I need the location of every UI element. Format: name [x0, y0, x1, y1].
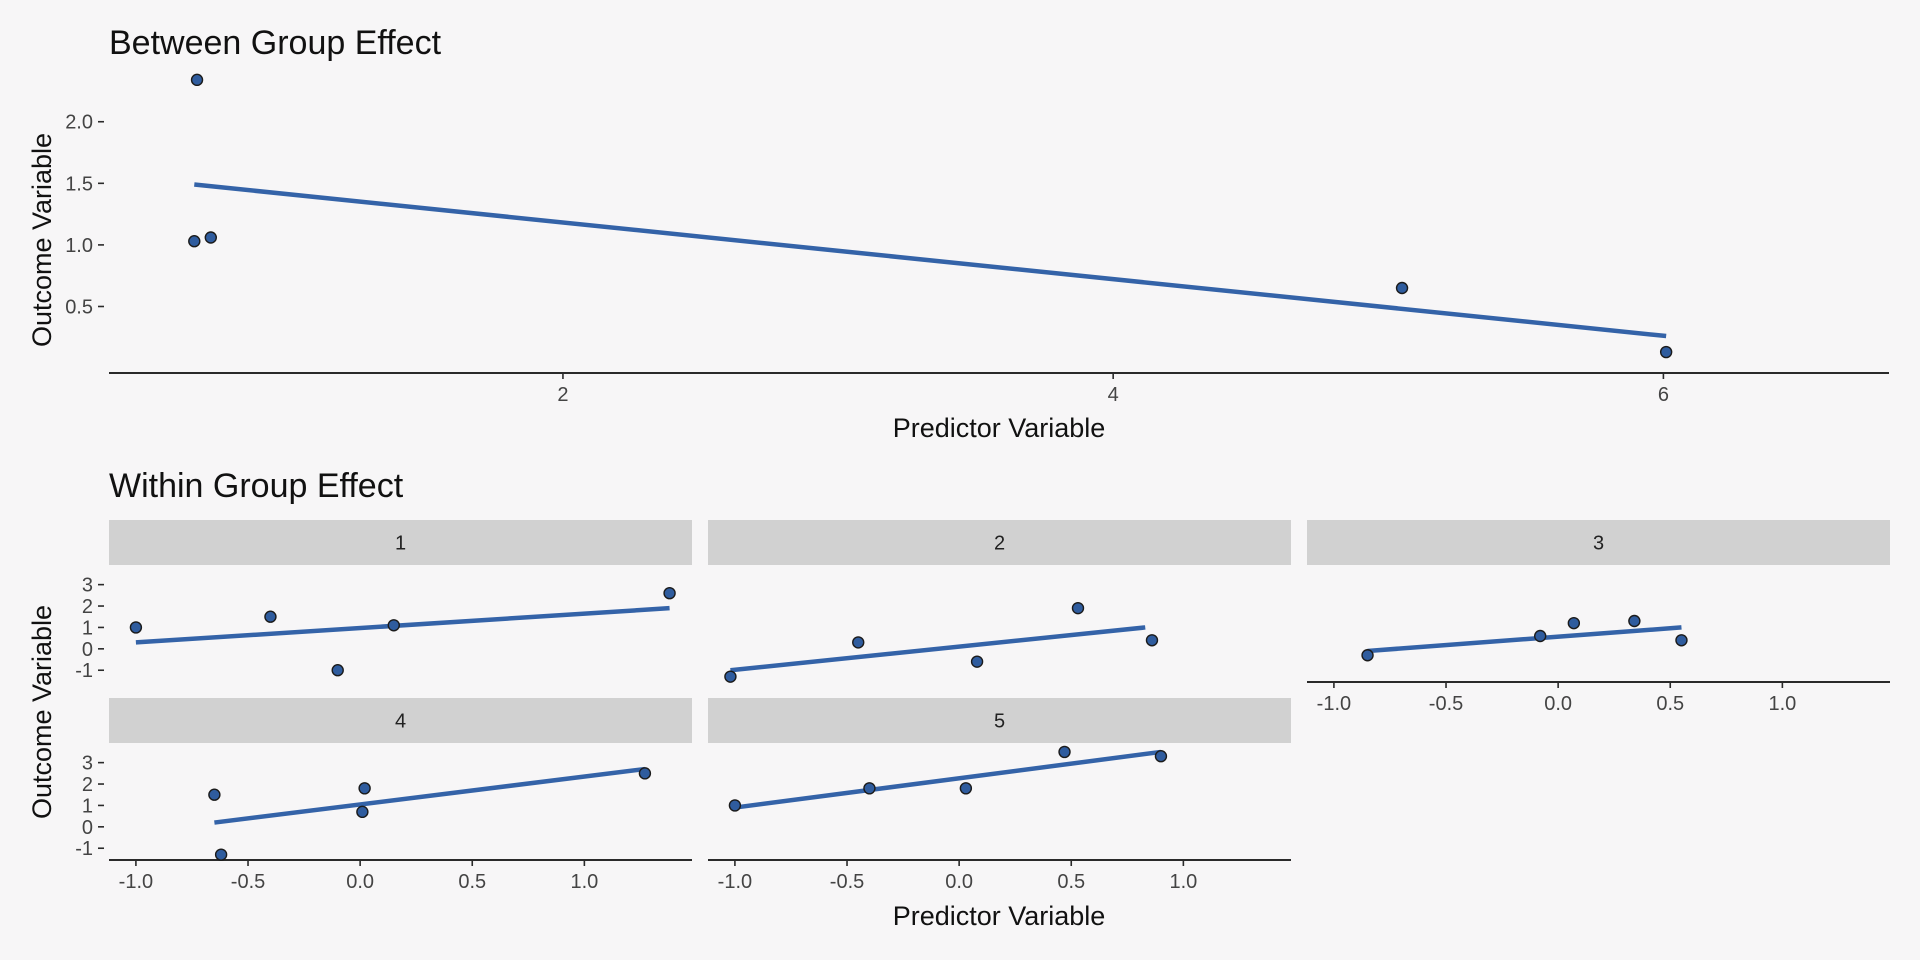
facet-1-strip-label: 1 [395, 533, 406, 555]
between-y-axis-title: Outcome Variable [27, 133, 57, 347]
within-chart-title: Within Group Effect [109, 467, 404, 505]
facet-1-y-tick-label: 2 [82, 596, 93, 618]
facet-2-point [1071, 601, 1085, 615]
facet-1-point [663, 586, 676, 600]
between-y-tick-label: 1.0 [65, 235, 93, 257]
between-x-tick-label: 2 [557, 384, 568, 406]
facet-1-y-tick-label: 0 [82, 639, 93, 661]
facet-5-x-tick-label: 1.0 [1169, 871, 1197, 893]
facet-3-x-tick-label: -0.5 [1429, 693, 1463, 715]
facet-1-point [387, 619, 400, 632]
facet-2-fit-line [730, 625, 1146, 673]
facet-4-point [214, 848, 228, 861]
facet-1-point [129, 621, 143, 634]
facet-4-point [356, 805, 369, 819]
facet-3-point [1533, 629, 1547, 643]
facet-3-x-tick-label: -1.0 [1317, 693, 1351, 715]
between-chart-title: Between Group Effect [109, 24, 442, 62]
facet-5-strip-label: 5 [994, 711, 1005, 733]
facet-5-fit-line [734, 749, 1162, 810]
facet-5-point [863, 782, 876, 795]
facet-2-strip-label: 2 [994, 533, 1005, 555]
facet-4-point [638, 767, 652, 780]
facet-5-point [728, 799, 742, 812]
facet-2-panel: 2 [708, 520, 1291, 683]
facet-4-x-tick-label: 0.0 [346, 871, 374, 893]
facet-4-fit-line [214, 766, 646, 825]
facet-3-strip-label: 3 [1593, 533, 1604, 555]
facet-3-x-tick-label: 0.0 [1544, 693, 1572, 715]
facet-3-point [1675, 634, 1688, 647]
facet-2-point [852, 636, 865, 649]
facet-1-strip [109, 520, 692, 565]
facet-3-point [1628, 614, 1641, 628]
facet-4-strip [109, 698, 692, 743]
facet-1-fit-line [135, 605, 670, 645]
facet-4-point [358, 782, 371, 795]
between-point [1395, 281, 1409, 295]
between-panel: 2 4 6 0.5 1.0 1.5 2.0 [65, 73, 1889, 406]
facet-3-point [1567, 616, 1581, 630]
between-point [1659, 345, 1673, 359]
facet-4-point [208, 788, 221, 801]
facet-1-y-tick-label: 1 [82, 617, 93, 639]
facet-2-strip [708, 520, 1291, 565]
between-y-tick-label: 2.0 [65, 112, 93, 134]
between-point [190, 73, 204, 87]
facet-5-strip [708, 698, 1291, 743]
between-x-axis-title: Predictor Variable [893, 413, 1106, 443]
facet-4-y-tick-label: 3 [82, 753, 93, 775]
facet-4-y-tick-label: 0 [82, 817, 93, 839]
facet-3-x-tick-label: 0.5 [1656, 693, 1684, 715]
facet-5-point [959, 782, 973, 795]
facet-4-strip-label: 4 [395, 711, 406, 733]
facet-2-point [1145, 634, 1159, 647]
facet-1-point [331, 664, 344, 677]
facet-4-x-tick-label: -0.5 [231, 871, 265, 893]
facet-3-fit-line [1367, 625, 1682, 654]
between-x-tick-label: 4 [1108, 384, 1119, 406]
facet-3-panel: -1.0 -0.5 0.0 0.5 1.0 3 [1307, 520, 1890, 715]
within-x-axis-title: Predictor Variable [893, 901, 1106, 931]
facet-5-x-tick-label: 0.5 [1057, 871, 1085, 893]
facet-3-point [1361, 649, 1374, 662]
facet-5-x-tick-label: -1.0 [718, 871, 752, 893]
between-fit-line [194, 182, 1667, 339]
facet-1-y-tick-label: -1 [75, 660, 93, 682]
facet-5-panel: -1.0 -0.5 0.0 0.5 1.0 5 [708, 698, 1291, 893]
between-y-tick-label: 1.5 [65, 173, 93, 195]
facet-4-y-tick-label: 1 [82, 795, 93, 817]
facet-5-x-tick-label: 0.0 [945, 871, 973, 893]
facet-2-point [724, 670, 737, 683]
facet-4-x-tick-label: 0.5 [458, 871, 486, 893]
facet-3-x-tick-label: 1.0 [1768, 693, 1796, 715]
facet-5-point [1154, 750, 1168, 763]
facet-4-x-tick-label: 1.0 [570, 871, 598, 893]
facet-5-x-tick-label: -0.5 [830, 871, 864, 893]
between-x-tick-label: 6 [1658, 384, 1669, 406]
facet-3-strip [1307, 520, 1890, 565]
facet-4-y-tick-label: -1 [75, 838, 93, 860]
facet-4-y-tick-label: 2 [82, 774, 93, 796]
facet-4-x-tick-label: -1.0 [119, 871, 153, 893]
facet-2-point [970, 655, 984, 668]
within-y-axis-title: Outcome Variable [27, 605, 57, 819]
between-y-tick-label: 0.5 [65, 296, 93, 318]
facet-1-point [264, 610, 277, 623]
facet-5-point [1058, 745, 1071, 759]
between-point [188, 235, 201, 248]
facet-1-y-tick-label: 3 [82, 575, 93, 597]
between-point [204, 231, 217, 244]
